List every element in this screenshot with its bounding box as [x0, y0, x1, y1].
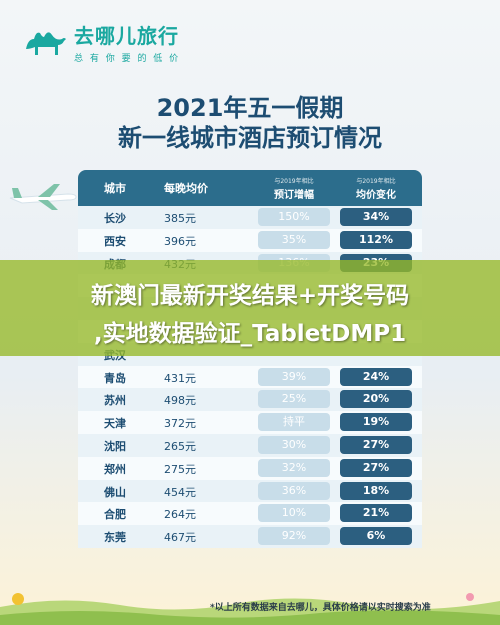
growth-cell: 30%	[258, 435, 330, 454]
change-cell: 20%	[340, 390, 412, 409]
city-cell: 苏州	[104, 394, 126, 408]
city-cell: 佛山	[104, 485, 126, 499]
airplane-icon	[9, 184, 77, 210]
footnote: *以上所有数据来自去哪儿，具体价格请以实时搜索为准	[210, 603, 431, 613]
change-cell: 21%	[340, 504, 412, 523]
change-cell: 19%	[340, 413, 412, 432]
price-cell: 264元	[164, 508, 196, 522]
header-bookings: 与2019年相比 预订增幅	[258, 170, 330, 206]
change-cell: 112%	[340, 230, 412, 249]
city-cell: 长沙	[104, 212, 126, 225]
city-cell: 天津	[104, 417, 126, 431]
city-cell: 青岛	[104, 371, 126, 385]
change-cell: 18%	[340, 481, 412, 500]
table-row: 天津 372元 持平 19%	[78, 411, 422, 434]
growth-cell: 25%	[258, 390, 330, 409]
growth-cell: 10%	[258, 504, 330, 523]
table-row: 长沙 385元 150% 34%	[78, 206, 422, 229]
price-cell: 385元	[164, 212, 196, 225]
table-row: 佛山 454元 36% 18%	[78, 479, 422, 503]
price-cell: 275元	[164, 462, 196, 476]
change-cell: 6%	[340, 527, 412, 546]
growth-cell: 35%	[258, 230, 330, 249]
table-header: 城市 每晚均价 与2019年相比 预订增幅 与2019年相比 均价变化	[78, 170, 422, 206]
growth-cell: 92%	[258, 527, 330, 546]
growth-cell: 持平	[258, 413, 330, 432]
table-row: 青岛 431元 39% 24%	[78, 365, 422, 389]
header-bookings-main: 预订增幅	[274, 189, 314, 201]
city-cell: 东莞	[104, 531, 126, 545]
table-row: 苏州 498元 25% 20%	[78, 388, 422, 412]
title-line-2: 新一线城市酒店预订情况	[118, 124, 382, 152]
growth-cell: 36%	[258, 481, 330, 500]
header-avg-main: 均价变化	[356, 189, 396, 201]
city-cell: 沈阳	[104, 439, 126, 453]
growth-cell: 150%	[258, 208, 330, 226]
overlay-line-1: 新澳门最新开奖结果+开奖号码	[90, 283, 410, 309]
overlay-banner	[0, 260, 500, 356]
table-row: 沈阳 265元 30% 27%	[78, 433, 422, 457]
price-cell: 372元	[164, 417, 196, 431]
camel-logo-icon	[26, 32, 66, 55]
header-city: 城市	[104, 182, 126, 195]
table-row: 东莞 467元 92% 6%	[78, 525, 422, 548]
growth-cell: 39%	[258, 367, 330, 386]
brand-slogan: 总 有 你 要 的 低 价	[74, 54, 181, 64]
header-bookings-sub: 与2019年相比	[274, 177, 314, 185]
change-cell: 27%	[340, 458, 412, 477]
city-cell: 合肥	[104, 508, 126, 522]
title-line-1: 2021年五一假期	[156, 94, 344, 122]
change-cell: 24%	[340, 367, 412, 386]
overlay-line-2: ,实地数据验证_TabletDMP1	[93, 321, 407, 347]
table-row: 西安 396元 35% 112%	[78, 228, 422, 252]
growth-cell: 32%	[258, 458, 330, 477]
header-avg-sub: 与2019年相比	[356, 177, 396, 185]
header-price: 每晚均价	[164, 182, 208, 195]
grass-decoration	[0, 593, 500, 625]
brand-name: 去哪儿旅行	[74, 24, 179, 48]
price-cell: 265元	[164, 439, 196, 453]
city-cell: 西安	[104, 234, 126, 248]
price-cell: 467元	[164, 531, 196, 545]
city-cell: 郑州	[104, 462, 126, 476]
table-body: 长沙385元150%34%西安396元35%112%成都432元136%23%武…	[78, 206, 422, 548]
change-cell: 34%	[340, 208, 412, 226]
price-cell: 498元	[164, 394, 196, 408]
price-cell: 396元	[164, 234, 196, 248]
hotel-booking-table: 城市 每晚均价 与2019年相比 预订增幅 与2019年相比 均价变化 长沙 38…	[78, 170, 422, 548]
price-cell: 431元	[164, 371, 196, 385]
change-cell: 27%	[340, 435, 412, 454]
brand-logo: 去哪儿旅行 总 有 你 要 的 低 价	[22, 20, 180, 64]
table-row: 郑州 275元 32% 27%	[78, 456, 422, 480]
table-row: 合肥 264元 10% 21%	[78, 502, 422, 526]
price-cell: 454元	[164, 485, 196, 499]
header-avg-change: 与2019年相比 均价变化	[340, 170, 412, 206]
